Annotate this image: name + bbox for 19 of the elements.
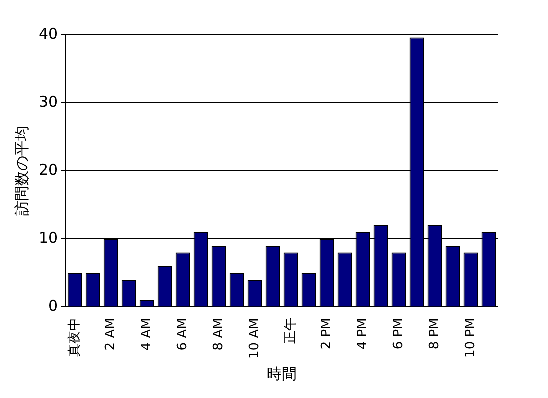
y-tick-label: 10 <box>38 229 58 248</box>
y-tick-label: 20 <box>38 161 58 179</box>
x-tick-label: 8 AM <box>211 318 226 351</box>
x-tick-label: 10 AM <box>247 318 262 360</box>
y-tick-label: 30 <box>38 92 58 111</box>
x-tick-label: 2 PM <box>319 318 334 350</box>
x-tick-label: 6 AM <box>175 318 190 351</box>
y-tick-label: 0 <box>48 297 58 316</box>
x-tick-label: 2 AM <box>103 318 118 351</box>
x-tick-label: 正午 <box>283 318 298 344</box>
x-tick-label: 8 PM <box>427 318 442 350</box>
y-axis-title: 訪問数の平均 <box>12 126 31 216</box>
y-tick-label: 40 <box>38 24 58 43</box>
x-tick-label: 真夜中 <box>66 318 82 358</box>
x-tick-label: 4 AM <box>139 318 154 351</box>
x-axis-title: 時間 <box>267 364 298 383</box>
x-tick-label: 6 PM <box>391 318 406 350</box>
x-tick-label: 4 PM <box>355 318 370 350</box>
x-tick-label: 10 PM <box>463 318 478 358</box>
